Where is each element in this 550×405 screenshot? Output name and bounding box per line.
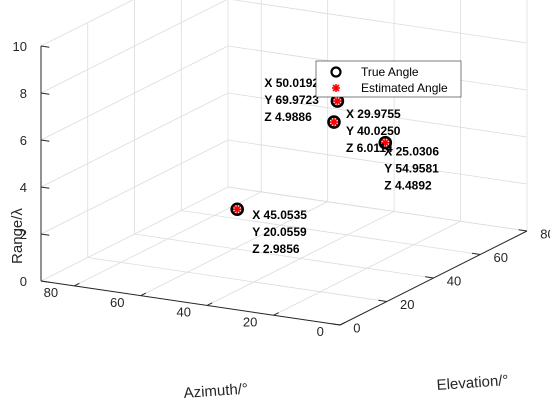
true-angle-point [378,135,393,150]
datatip-y: Y 20.0559 [252,225,307,239]
true-angle-point [230,202,245,217]
z-tick-label: 4 [20,180,27,195]
estimated-angle-point [329,117,339,127]
estimated-angle-point [381,138,390,147]
y-tick-mark [518,229,528,232]
y-tick-mark [331,323,341,326]
grid-line [40,139,229,235]
x-tick-label: 0 [317,324,324,339]
z-tick-label: 10 [13,39,27,54]
z-axis-label: Range/λ [9,208,26,264]
x-tick-mark [73,282,80,287]
datatip-x: X 25.0306 [384,145,439,159]
z-tick-label: 6 [20,133,27,148]
z-tick-mark [40,139,50,142]
x-tick-label: 60 [110,295,124,310]
true-angle-point [327,115,341,129]
estimated-angle-point [233,205,242,214]
legend: True Angle Estimated Angle [315,60,462,98]
asterisk-stroke [330,118,338,126]
datatip-z: Z 2.9856 [252,242,300,256]
z-tick-label: 2 [20,227,27,242]
x-axis-line [40,280,341,326]
grid-line [181,210,481,255]
legend-box [315,60,462,98]
datatip-z: Z 4.4892 [384,179,432,193]
grid-line [40,92,229,188]
legend-true-angle-label: True Angle [361,65,419,79]
z-tick-label: 0 [20,274,27,289]
datatip-y: Y 69.9723 [264,93,319,107]
legend-true-angle-marker [330,66,342,78]
x-tick-mark [339,321,346,326]
datatip-y: Y 40.0250 [346,124,401,138]
datatip-z: Z 4.9886 [264,110,312,124]
x-tick-mark [273,312,279,316]
legend-estimated-angle-label: Estimated Angle [361,81,448,95]
grid-line [227,139,528,185]
datatip-x: X 45.0535 [252,208,307,222]
datatip-x: X 50.0192 [264,76,319,90]
y-tick-label: 20 [400,297,414,312]
x-tick-label: 80 [44,285,58,300]
x-tick-mark [140,292,147,297]
grid-line [87,257,387,302]
z-tick-mark [40,92,50,95]
z-tick-mark [40,233,50,236]
grid-line [40,45,229,141]
x-axis-label: Azimuth/° [183,381,248,402]
y-tick-label: 0 [353,320,360,335]
x-tick-label: 40 [176,305,190,320]
legend-estimated-angle-marker [332,84,340,92]
estimated-angle-point [333,96,342,106]
grid-line [227,92,528,138]
grid-line [232,0,528,44]
y-axis-label: Elevation/° [436,372,509,394]
grid-line [40,0,227,94]
z-tick-mark [40,45,50,48]
grid-line [134,233,434,279]
y-tick-mark [378,299,387,302]
datatip-y: Y 54.9581 [384,162,439,176]
y-tick-label: 60 [494,250,508,265]
x-tick-label: 20 [243,314,257,329]
x-tick-mark [206,302,213,306]
y-tick-mark [425,276,434,279]
y-tick-label: 40 [447,273,461,288]
asterisk-stroke [333,97,341,105]
asterisk-stroke [233,205,241,213]
z-tick-mark [40,280,50,283]
z-tick-mark [40,186,50,189]
y-tick-label: 80 [540,226,550,241]
y-tick-mark [471,252,481,255]
datatip-x: X 29.9755 [346,107,401,121]
asterisk-stroke [381,139,389,147]
datatip-z: Z 6.0114 [346,141,393,155]
box-edge [40,0,134,47]
grid-line [40,186,229,282]
z-tick-label: 8 [20,86,27,101]
grid-line [227,186,528,232]
